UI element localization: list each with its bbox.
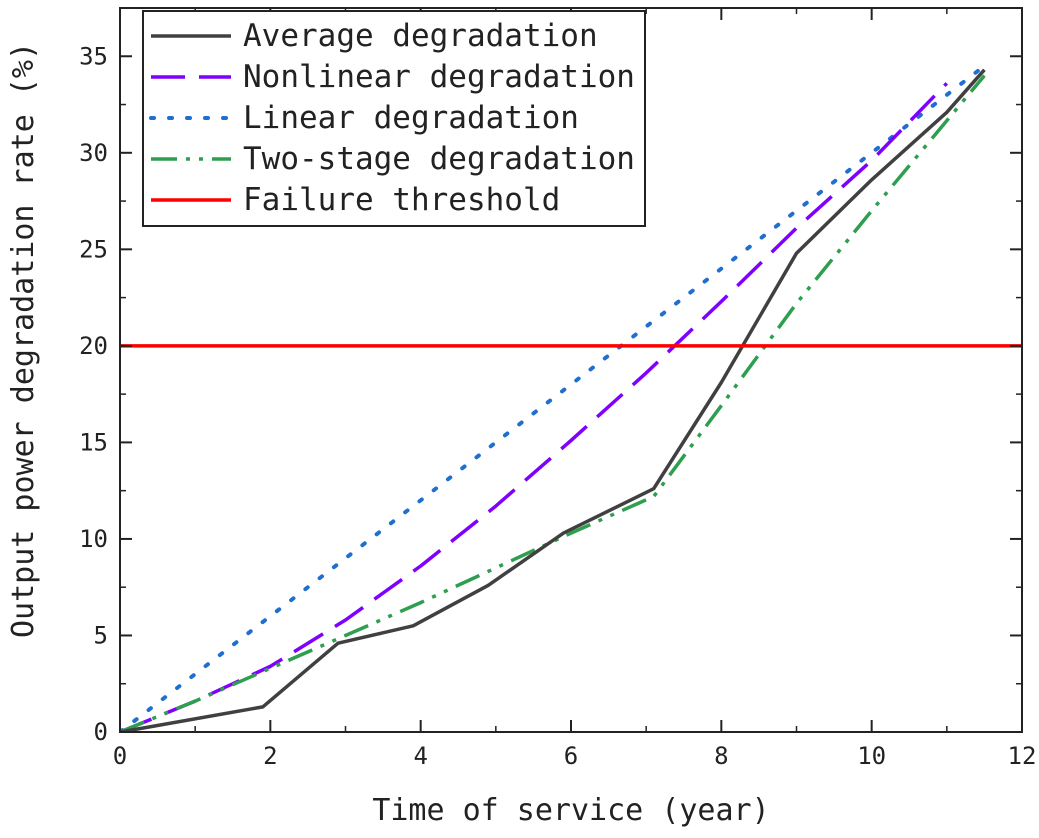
x-axis-title: Time of service (year): [372, 793, 769, 828]
legend-label: Two-stage degradation: [243, 141, 635, 177]
axes-layer: 0 2 4 6 8 10 12 0 5 10 15 20 25 30 35: [79, 7, 1037, 770]
series-line-average-degradation: [120, 68, 986, 732]
legend-label: Linear degradation: [243, 100, 579, 136]
legend-label: Nonlinear degradation: [243, 59, 635, 95]
x-tick-label: 10: [857, 742, 886, 770]
y-tick-label: 10: [79, 525, 108, 553]
legend-label: Failure threshold: [243, 182, 560, 218]
legend: Average degradation Nonlinear degradation…: [142, 10, 646, 227]
legend-label: Average degradation: [243, 18, 598, 54]
y-tick-label: 20: [79, 332, 108, 360]
y-tick-label: 0: [94, 718, 108, 746]
x-tick-label: 4: [413, 742, 427, 770]
y-tick-label: 30: [79, 139, 108, 167]
x-tick-label: 2: [263, 742, 277, 770]
series-layer: [120, 63, 1022, 732]
series-line-linear-degradation: [120, 63, 987, 732]
x-tick-label: 12: [1008, 742, 1037, 770]
series-line-two-stage-degradation: [120, 74, 986, 732]
x-tick-label: 8: [714, 742, 728, 770]
y-axis-title: Output power degradation rate (%): [6, 42, 41, 638]
x-tick-label: 0: [113, 742, 127, 770]
y-tick-label: 15: [79, 428, 108, 456]
y-tick-label: 5: [94, 621, 108, 649]
series-line-nonlinear-degradation: [120, 82, 949, 732]
y-tick-label: 35: [79, 42, 108, 70]
y-tick-label: 25: [79, 235, 108, 263]
x-tick-label: 6: [564, 742, 578, 770]
